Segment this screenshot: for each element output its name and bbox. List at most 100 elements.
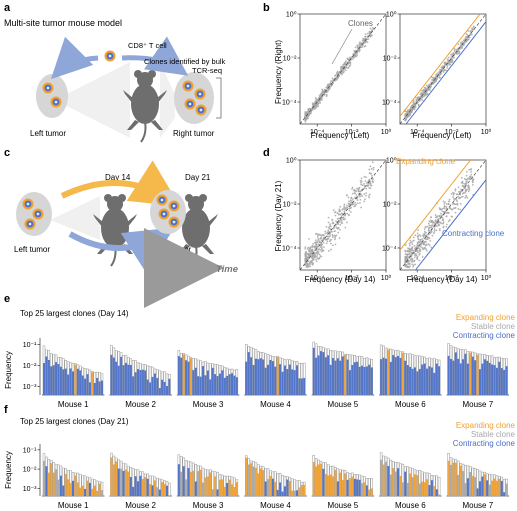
scatter-point bbox=[314, 245, 316, 248]
scatter-point bbox=[436, 219, 439, 222]
clone-bar-fill bbox=[115, 361, 118, 395]
scatter-point bbox=[370, 172, 373, 175]
scatter-point bbox=[343, 210, 346, 213]
cell-icon bbox=[156, 194, 168, 206]
scatter-point bbox=[307, 265, 310, 267]
scatter-point bbox=[356, 202, 359, 205]
scatter-point bbox=[469, 30, 472, 32]
clone-bar-fill bbox=[462, 359, 465, 395]
scatter-point bbox=[425, 243, 428, 246]
clone-bar-fill bbox=[74, 364, 77, 395]
identity-line bbox=[399, 13, 487, 125]
scatter-point bbox=[425, 234, 428, 237]
scatter-plot-b-right: 10⁻⁴ 10⁻² 10⁰ 10⁰ 10⁻² 10⁻⁴ bbox=[382, 11, 491, 137]
y-tick-label: 10⁻² bbox=[23, 467, 37, 474]
scatter-point bbox=[441, 219, 444, 222]
scatter-point bbox=[347, 67, 349, 70]
scatter-point bbox=[308, 237, 310, 240]
clone-bar-fill bbox=[122, 470, 125, 496]
scatter-point bbox=[356, 187, 358, 190]
clone-bar-fill bbox=[413, 367, 416, 395]
scatter-point bbox=[308, 249, 310, 252]
clone-bar-fill bbox=[84, 378, 87, 395]
clone-bar-fill bbox=[163, 483, 166, 496]
clone-bar-fill bbox=[98, 483, 101, 496]
clone-bar-fill bbox=[329, 364, 332, 395]
scatter-point bbox=[406, 247, 409, 250]
clone-bar-fill bbox=[47, 472, 50, 496]
clone-bar-fill bbox=[74, 475, 77, 496]
clone-bar-fill bbox=[182, 354, 185, 395]
scatter-point bbox=[366, 41, 369, 44]
scatter-point bbox=[329, 80, 332, 82]
scatter-point bbox=[304, 114, 307, 117]
clone-bar-fill bbox=[300, 485, 303, 496]
clone-bar-fill bbox=[384, 461, 387, 496]
scatter-point bbox=[411, 243, 414, 246]
scatter-point bbox=[421, 238, 424, 241]
scatter-point bbox=[343, 206, 346, 209]
scatter-point bbox=[358, 41, 361, 44]
clone-bar-fill bbox=[50, 463, 53, 496]
scatter-point bbox=[457, 195, 460, 198]
y-tick-label: 10⁻² bbox=[283, 202, 297, 209]
scatter-point bbox=[309, 263, 311, 266]
clone-bar-fill bbox=[457, 474, 460, 496]
scatter-point bbox=[458, 50, 461, 53]
scatter-point bbox=[421, 92, 423, 95]
clone-bar-fill bbox=[279, 482, 282, 496]
scatter-point bbox=[411, 263, 414, 266]
clone-bar-fill bbox=[59, 366, 62, 395]
clone-bar-fill bbox=[199, 376, 202, 395]
clone-bar-fill bbox=[50, 366, 53, 395]
scatter-point bbox=[433, 229, 436, 232]
scatter-point bbox=[459, 208, 462, 211]
scatter-point bbox=[363, 200, 366, 203]
clone-bar-fill bbox=[88, 382, 91, 395]
clone-bar-fill bbox=[209, 472, 212, 496]
scatter-point bbox=[336, 222, 339, 225]
clone-bar-fill bbox=[315, 466, 318, 496]
scatter-point bbox=[330, 242, 332, 245]
clone-bar-fill bbox=[134, 476, 137, 496]
scatter-point bbox=[405, 265, 407, 267]
clone-bar-fill bbox=[257, 359, 260, 395]
clone-bar-fill bbox=[187, 468, 190, 496]
mouse-label: Mouse 7 bbox=[462, 501, 493, 510]
scatter-point bbox=[356, 46, 359, 49]
scatter-point bbox=[351, 203, 353, 206]
clone-bar-fill bbox=[43, 363, 45, 395]
mouse-bar-group: Mouse 5 bbox=[311, 454, 375, 510]
clone-bar-fill bbox=[185, 360, 188, 395]
scatter-point bbox=[343, 205, 346, 208]
day14-label: Day 14 bbox=[105, 173, 131, 182]
scatter-point bbox=[307, 111, 310, 114]
clone-bar-fill bbox=[486, 360, 489, 395]
scatter-point bbox=[418, 234, 421, 236]
cell-icon bbox=[182, 80, 194, 92]
y-tick-label: 10⁻² bbox=[383, 56, 397, 63]
scatter-point bbox=[321, 243, 323, 246]
y-tick-label: 10⁻⁴ bbox=[282, 246, 297, 253]
scatter-point bbox=[369, 182, 372, 185]
clone-bar-fill bbox=[505, 483, 508, 496]
scatter-point bbox=[435, 225, 438, 227]
scatter-point bbox=[414, 234, 417, 237]
scatter-point bbox=[344, 213, 347, 215]
scatter-point bbox=[451, 208, 454, 211]
scatter-point bbox=[421, 99, 424, 102]
clone-bar-fill bbox=[226, 483, 229, 496]
clone-bar-fill bbox=[218, 373, 221, 395]
scatter-point bbox=[418, 99, 421, 102]
scatter-point bbox=[445, 212, 448, 215]
clone-bar-fill bbox=[353, 362, 356, 395]
right-tumor-label: Right tumor bbox=[173, 129, 215, 138]
clone-bar-fill bbox=[124, 362, 127, 395]
clone-bar-fill bbox=[428, 485, 431, 496]
scatter-point bbox=[430, 231, 433, 234]
clone-bar-fill bbox=[93, 485, 96, 496]
clone-bar-fill bbox=[341, 480, 344, 496]
scatter-point bbox=[461, 182, 464, 185]
clone-bar-fill bbox=[91, 372, 94, 395]
clone-bar-fill bbox=[346, 359, 349, 395]
